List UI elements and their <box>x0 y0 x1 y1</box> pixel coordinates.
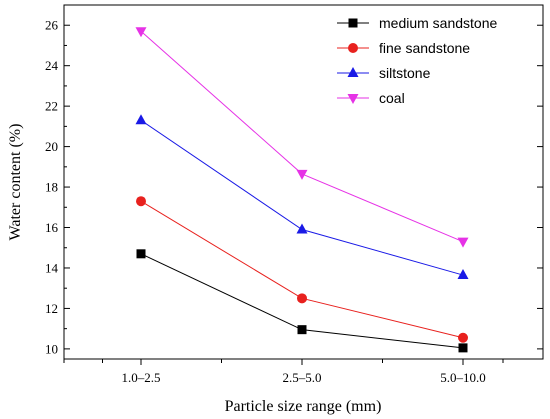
data-point <box>136 249 146 259</box>
legend-marker <box>348 18 358 28</box>
legend-label: coal <box>379 90 405 106</box>
x-tick-label: 5.0–10.0 <box>440 370 486 385</box>
y-axis-title: Water content (%) <box>7 124 24 241</box>
series-line <box>140 30 464 243</box>
x-tick-label: 1.0–2.5 <box>122 370 161 385</box>
series-fine-sandstone <box>136 196 468 343</box>
y-tick-label: 20 <box>45 139 58 154</box>
data-point <box>135 114 147 125</box>
data-point <box>457 237 469 248</box>
y-tick-label: 18 <box>45 180 58 195</box>
legend-label: medium sandstone <box>379 15 498 31</box>
legend-label: siltstone <box>379 65 431 81</box>
y-tick-label: 22 <box>45 99 58 114</box>
y-tick-label: 26 <box>45 18 59 33</box>
legend-item: siltstone <box>337 65 431 81</box>
data-point <box>296 169 308 180</box>
data-point <box>136 196 146 207</box>
series-line <box>140 119 464 276</box>
series-medium-sandstone <box>136 249 468 353</box>
legend-item: medium sandstone <box>337 15 498 31</box>
y-tick-label: 16 <box>45 220 59 235</box>
x-tick-label: 2.5–5.0 <box>283 370 322 385</box>
legend-item: coal <box>337 90 405 106</box>
legend-marker <box>347 67 359 77</box>
x-axis: 1.0–2.5 2.5–5.0 5.0–10.0 <box>63 359 504 385</box>
data-point <box>458 332 468 343</box>
legend: medium sandstone fine sandstone siltstone c… <box>337 15 498 106</box>
series-coal <box>135 27 469 248</box>
series-siltstone <box>135 114 469 280</box>
plot-frame <box>63 4 544 360</box>
legend-item: fine sandstone <box>337 40 470 56</box>
data-point <box>296 223 308 234</box>
y-tick-label: 12 <box>45 301 58 316</box>
y-tick-label: 24 <box>45 58 59 73</box>
x-axis-title: Particle size range (mm) <box>225 398 382 415</box>
data-point <box>297 293 307 304</box>
data-point <box>135 27 147 38</box>
data-point <box>457 269 469 280</box>
data-point <box>297 325 307 335</box>
y-tick-label: 14 <box>45 260 59 275</box>
legend-marker <box>348 43 358 53</box>
series-group <box>135 27 469 353</box>
y-tick-label: 10 <box>45 341 58 356</box>
data-point <box>458 343 468 353</box>
y-axis: 10 12 14 16 18 20 22 24 26 <box>45 4 543 356</box>
legend-label: fine sandstone <box>379 40 470 56</box>
legend-marker <box>347 94 359 104</box>
